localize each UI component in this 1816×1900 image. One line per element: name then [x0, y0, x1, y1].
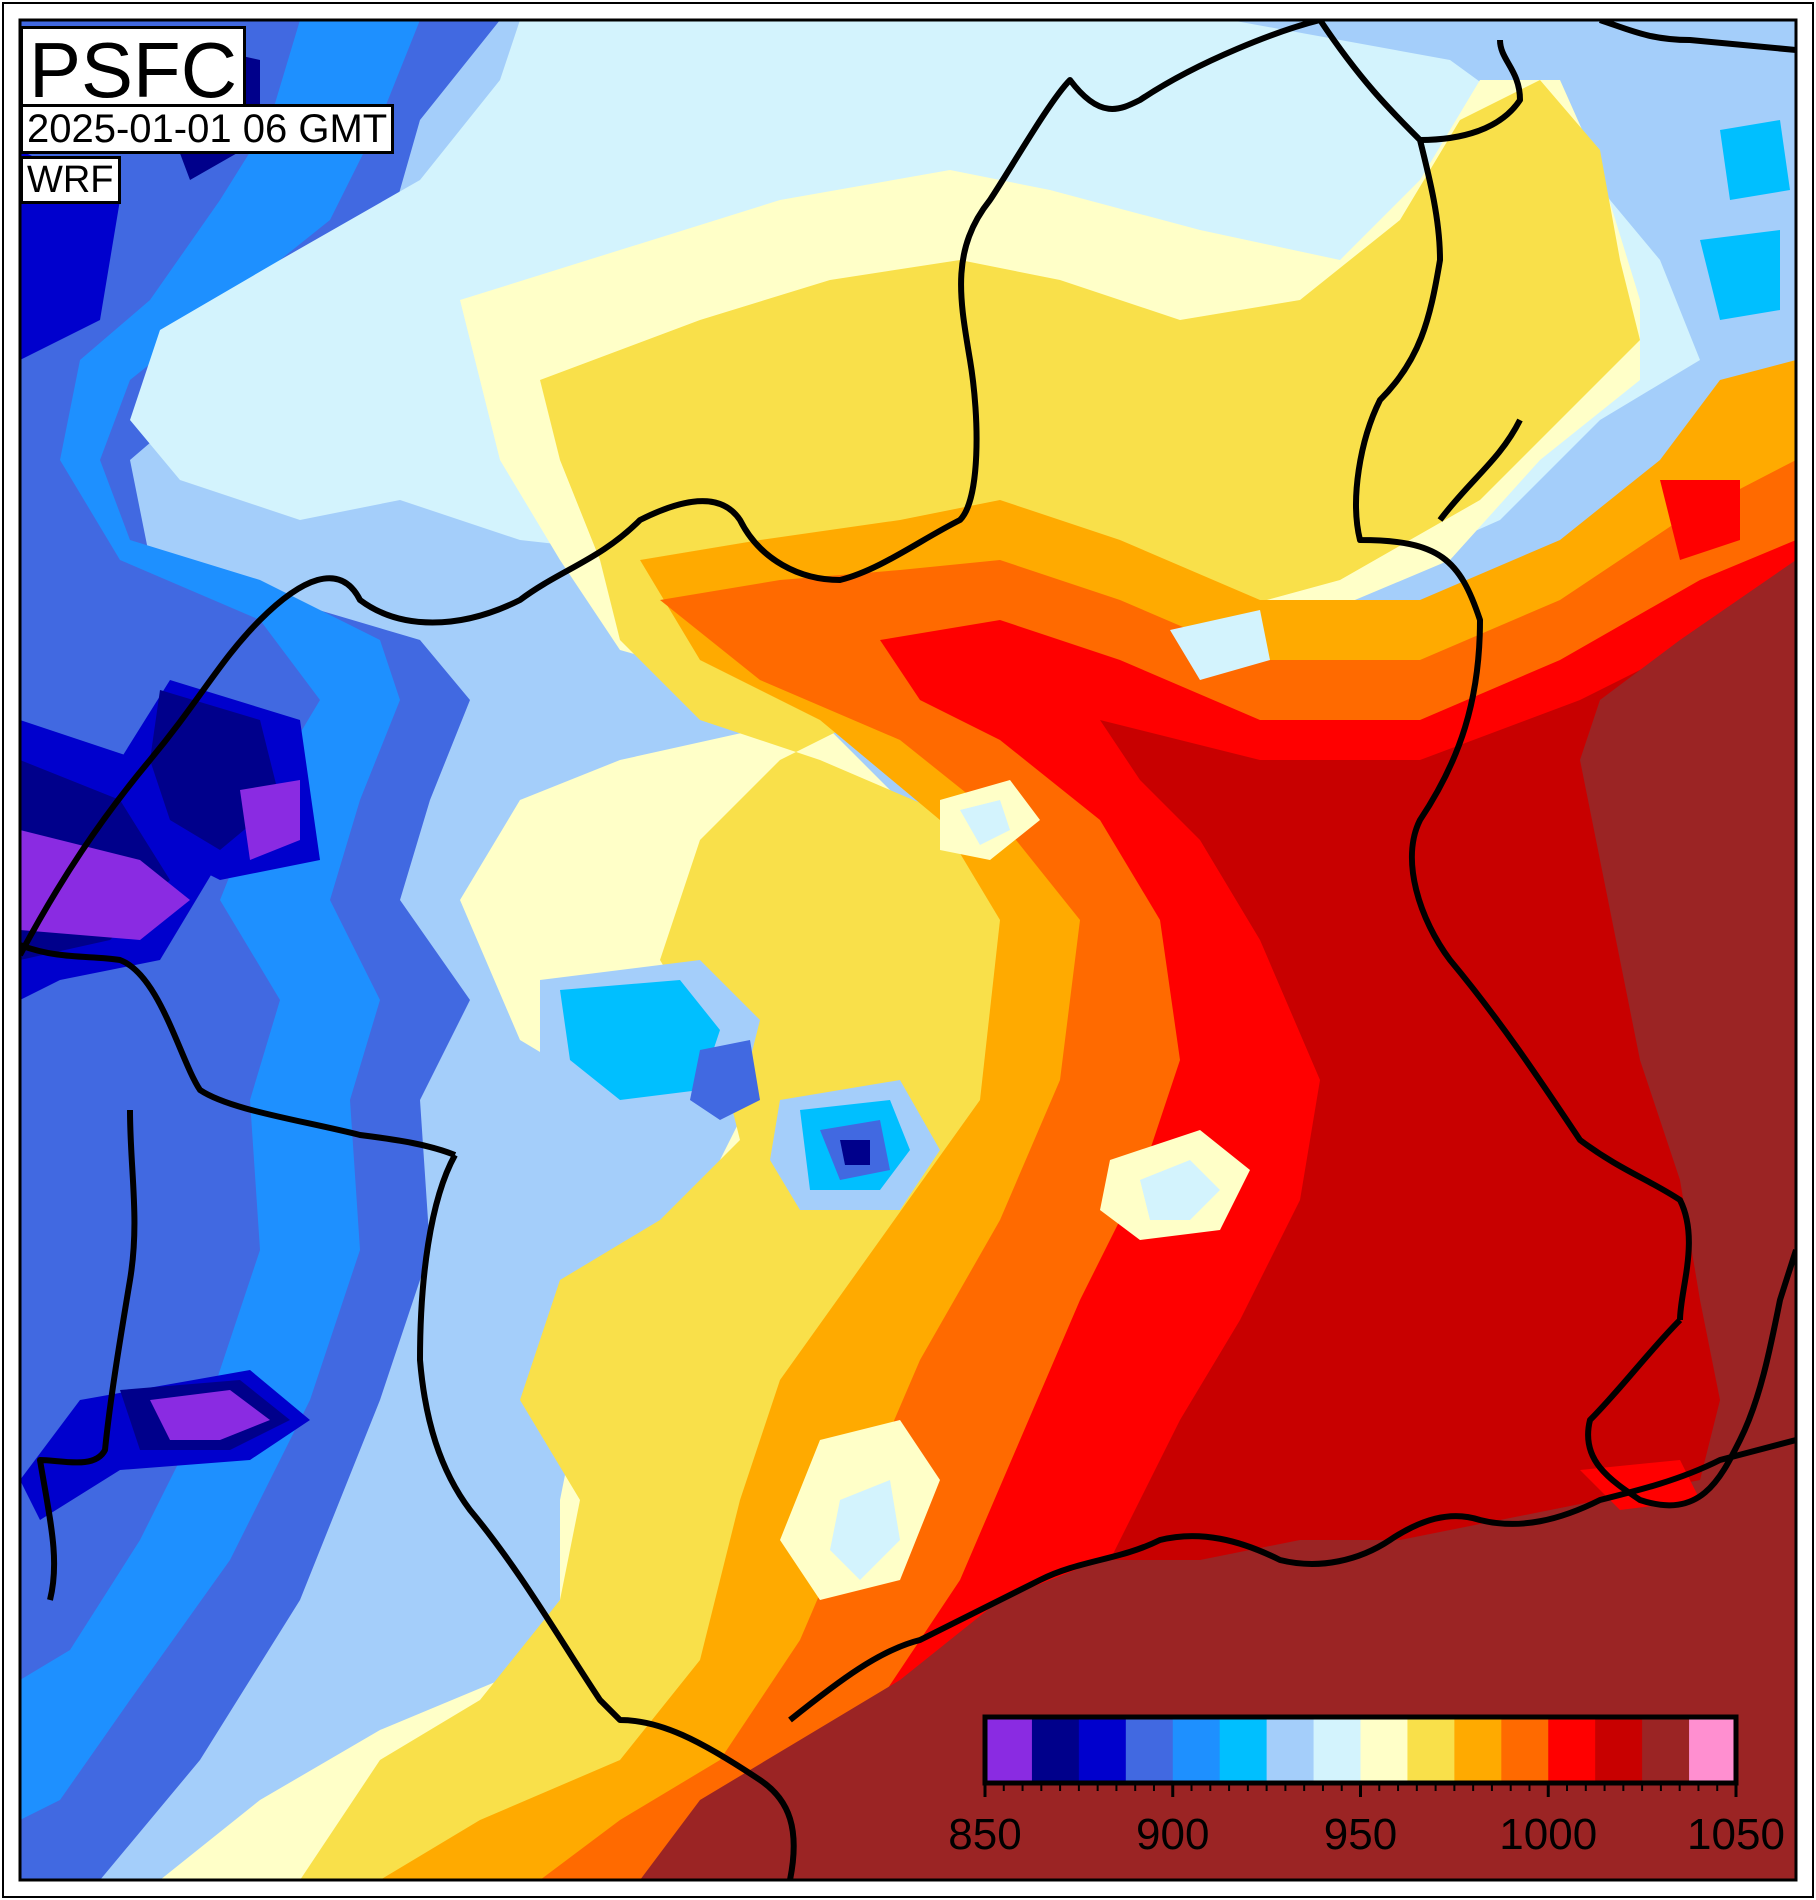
colorbar-cell: [1313, 1717, 1361, 1783]
colorbar-tick-label: 900: [1136, 1810, 1210, 1859]
pocket-royal-center: [690, 1040, 890, 1180]
west-violet: [20, 780, 300, 1440]
colorbar-cell: [1548, 1717, 1596, 1783]
pocket-navy-center: [840, 1140, 870, 1165]
colorbar-cell: [1642, 1717, 1690, 1783]
colorbar-tick-label: 1050: [1687, 1810, 1785, 1859]
southeast-maroon: [640, 560, 1796, 1880]
colorbar-ticks: [983, 1783, 1738, 1797]
west-dark-blue: [20, 150, 320, 1520]
colorbar-cell: [1360, 1717, 1408, 1783]
pocket-sky-center: [560, 980, 910, 1190]
colorbar-cell: [1125, 1717, 1174, 1783]
colorbar-cells: [985, 1717, 1737, 1783]
colorbar-tick-label: 1000: [1499, 1810, 1598, 1859]
variable-title: PSFC: [20, 26, 247, 114]
pressure-field: [20, 20, 1796, 1880]
colorbar-cell: [1031, 1717, 1080, 1783]
colorbar-cell: [1501, 1717, 1549, 1783]
colorbar-cell: [1266, 1717, 1315, 1783]
colorbar-cell: [1407, 1717, 1455, 1783]
colorbar-cell: [1689, 1717, 1737, 1783]
valid-time-label: 2025-01-01 06 GMT: [20, 104, 395, 154]
colorbar: [982, 1714, 1739, 1797]
country-borders: [20, 20, 1796, 1880]
central-yellow: [300, 80, 1640, 1880]
colorbar-cell: [1172, 1717, 1221, 1783]
colorbar-cell: [1219, 1717, 1268, 1783]
colorbar-cell: [985, 1717, 1033, 1783]
model-label: WRF: [20, 156, 121, 204]
colorbar-cell: [1454, 1717, 1502, 1783]
colorbar-cell: [1078, 1717, 1127, 1783]
map-frame: [18, 18, 1798, 1882]
west-navy: [20, 40, 290, 1450]
colorbar-cell: [1595, 1717, 1643, 1783]
colorbar-tick-label: 850: [948, 1810, 1022, 1859]
colorbar-tick-label: 950: [1323, 1810, 1398, 1859]
